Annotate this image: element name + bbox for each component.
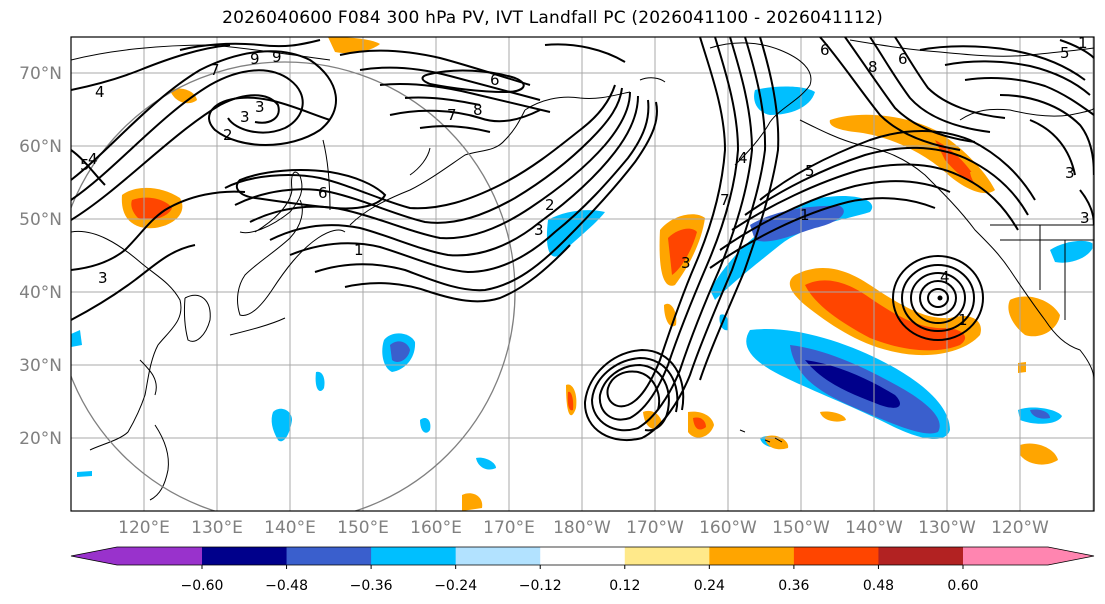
- colorbar-extend-high: [963, 547, 1094, 565]
- contour-label: 7: [210, 61, 220, 79]
- lon-label: 160°W: [699, 518, 757, 538]
- contour-label: 3: [534, 221, 544, 239]
- colorbar-tick-label: −0.48: [265, 578, 308, 594]
- lat-label: 30°N: [19, 356, 62, 376]
- colorbar-segment: [371, 547, 457, 565]
- contour-label: 3: [1080, 209, 1090, 227]
- map-title: 2026040600 F084 300 hPa PV, IVT Landfall…: [222, 8, 883, 28]
- lat-label: 50°N: [19, 210, 62, 230]
- longitude-labels: 120°E 130°E 140°E 150°E 160°E 170°E 180°…: [118, 518, 1049, 538]
- contour-label: 7: [447, 106, 457, 124]
- colorbar-tick-label: −0.36: [350, 578, 393, 594]
- pv-contours: [71, 37, 1094, 442]
- contour-label: 3: [98, 269, 108, 287]
- lat-label: 20°N: [19, 429, 62, 449]
- lon-label: 120°W: [991, 518, 1049, 538]
- contour-label: 2: [545, 196, 555, 214]
- colorbar-segment: [286, 547, 372, 565]
- contour-label: 6: [318, 184, 328, 202]
- lon-label: 130°E: [191, 518, 243, 538]
- low-center-marker: [937, 295, 943, 301]
- colorbar-outline: [70, 546, 1095, 566]
- lon-label: 130°W: [918, 518, 976, 538]
- map-frame: [70, 36, 1095, 512]
- lat-label: 60°N: [19, 137, 62, 157]
- colorbar-tick-label: 0.24: [694, 578, 725, 594]
- colorbar-segment: [793, 547, 879, 565]
- contour-label: 3: [240, 108, 250, 126]
- lon-label: 120°E: [118, 518, 170, 538]
- colorbar-tick-label: 0.12: [609, 578, 640, 594]
- lon-label: 170°E: [483, 518, 535, 538]
- latitude-labels: 70°N 60°N 50°N 40°N 30°N 20°N: [19, 64, 62, 449]
- lon-label: 150°E: [337, 518, 389, 538]
- colorbar-tick-label: 0.36: [778, 578, 809, 594]
- contour-label: 4: [95, 83, 105, 101]
- lon-label: 180°W: [553, 518, 611, 538]
- colorbar-ticks: −0.60 −0.48 −0.36 −0.24 −0.12 0.12 0.24 0.36 0.4…: [181, 565, 979, 594]
- contour-labels: 4 9 9 7 3 2 3 1 6 7 8 6 5 4 3 3 2 1 4 3 …: [80, 34, 1090, 329]
- contour-label: 9: [272, 48, 282, 66]
- contour-label: 8: [473, 101, 483, 119]
- colorbar-segment: [709, 547, 795, 565]
- contour-label: 8: [868, 58, 878, 76]
- contour-label: 6: [898, 50, 908, 68]
- contour-label: 4: [88, 150, 98, 168]
- contour-label: 1: [958, 311, 968, 329]
- contour-label: 3: [681, 254, 691, 272]
- colorbar-segment: [878, 547, 964, 565]
- contour-label: 5: [805, 162, 815, 180]
- colorbar-segment: [455, 547, 541, 565]
- contour-label: 6: [490, 71, 500, 89]
- contour-label: 9: [250, 50, 260, 68]
- lat-label: 40°N: [19, 283, 62, 303]
- contour-label: 6: [820, 41, 830, 59]
- shading-layer: [71, 37, 1094, 511]
- contour-label: 1: [800, 206, 810, 224]
- lat-label: 70°N: [19, 64, 62, 84]
- lon-label: 150°W: [772, 518, 830, 538]
- contour-label: 1: [1078, 34, 1088, 52]
- contour-label: 3: [1065, 164, 1075, 182]
- colorbar-tick-label: 0.48: [863, 578, 894, 594]
- contour-label: 4: [738, 149, 748, 167]
- colorbar-tick-label: 0.60: [947, 578, 978, 594]
- graticule: [71, 37, 1094, 511]
- colorbar-tick-label: −0.12: [519, 578, 562, 594]
- contour-label: 5: [1060, 44, 1070, 62]
- contour-label: 2: [223, 126, 233, 144]
- colorbar-segments: [70, 546, 1095, 566]
- colorbar-segment: [624, 547, 710, 565]
- colorbar-tick-label: −0.60: [181, 578, 224, 594]
- colorbar-segment: [540, 547, 626, 565]
- colorbar: −0.60 −0.48 −0.36 −0.24 −0.12 0.12 0.24 0.36 0.4…: [70, 546, 1095, 594]
- lon-label: 160°E: [410, 518, 462, 538]
- lon-label: 140°E: [264, 518, 316, 538]
- contour-label: 7: [720, 191, 730, 209]
- contour-label: 5: [80, 156, 90, 174]
- colorbar-segment: [202, 547, 288, 565]
- contour-label: 3: [255, 98, 265, 116]
- lon-label: 170°W: [626, 518, 684, 538]
- distance-ring: [71, 61, 516, 511]
- lon-label: 140°W: [845, 518, 903, 538]
- colorbar-extend-low: [71, 547, 202, 565]
- colorbar-tick-label: −0.24: [434, 578, 477, 594]
- contour-label: 1: [354, 241, 364, 259]
- contour-label: 4: [940, 268, 950, 286]
